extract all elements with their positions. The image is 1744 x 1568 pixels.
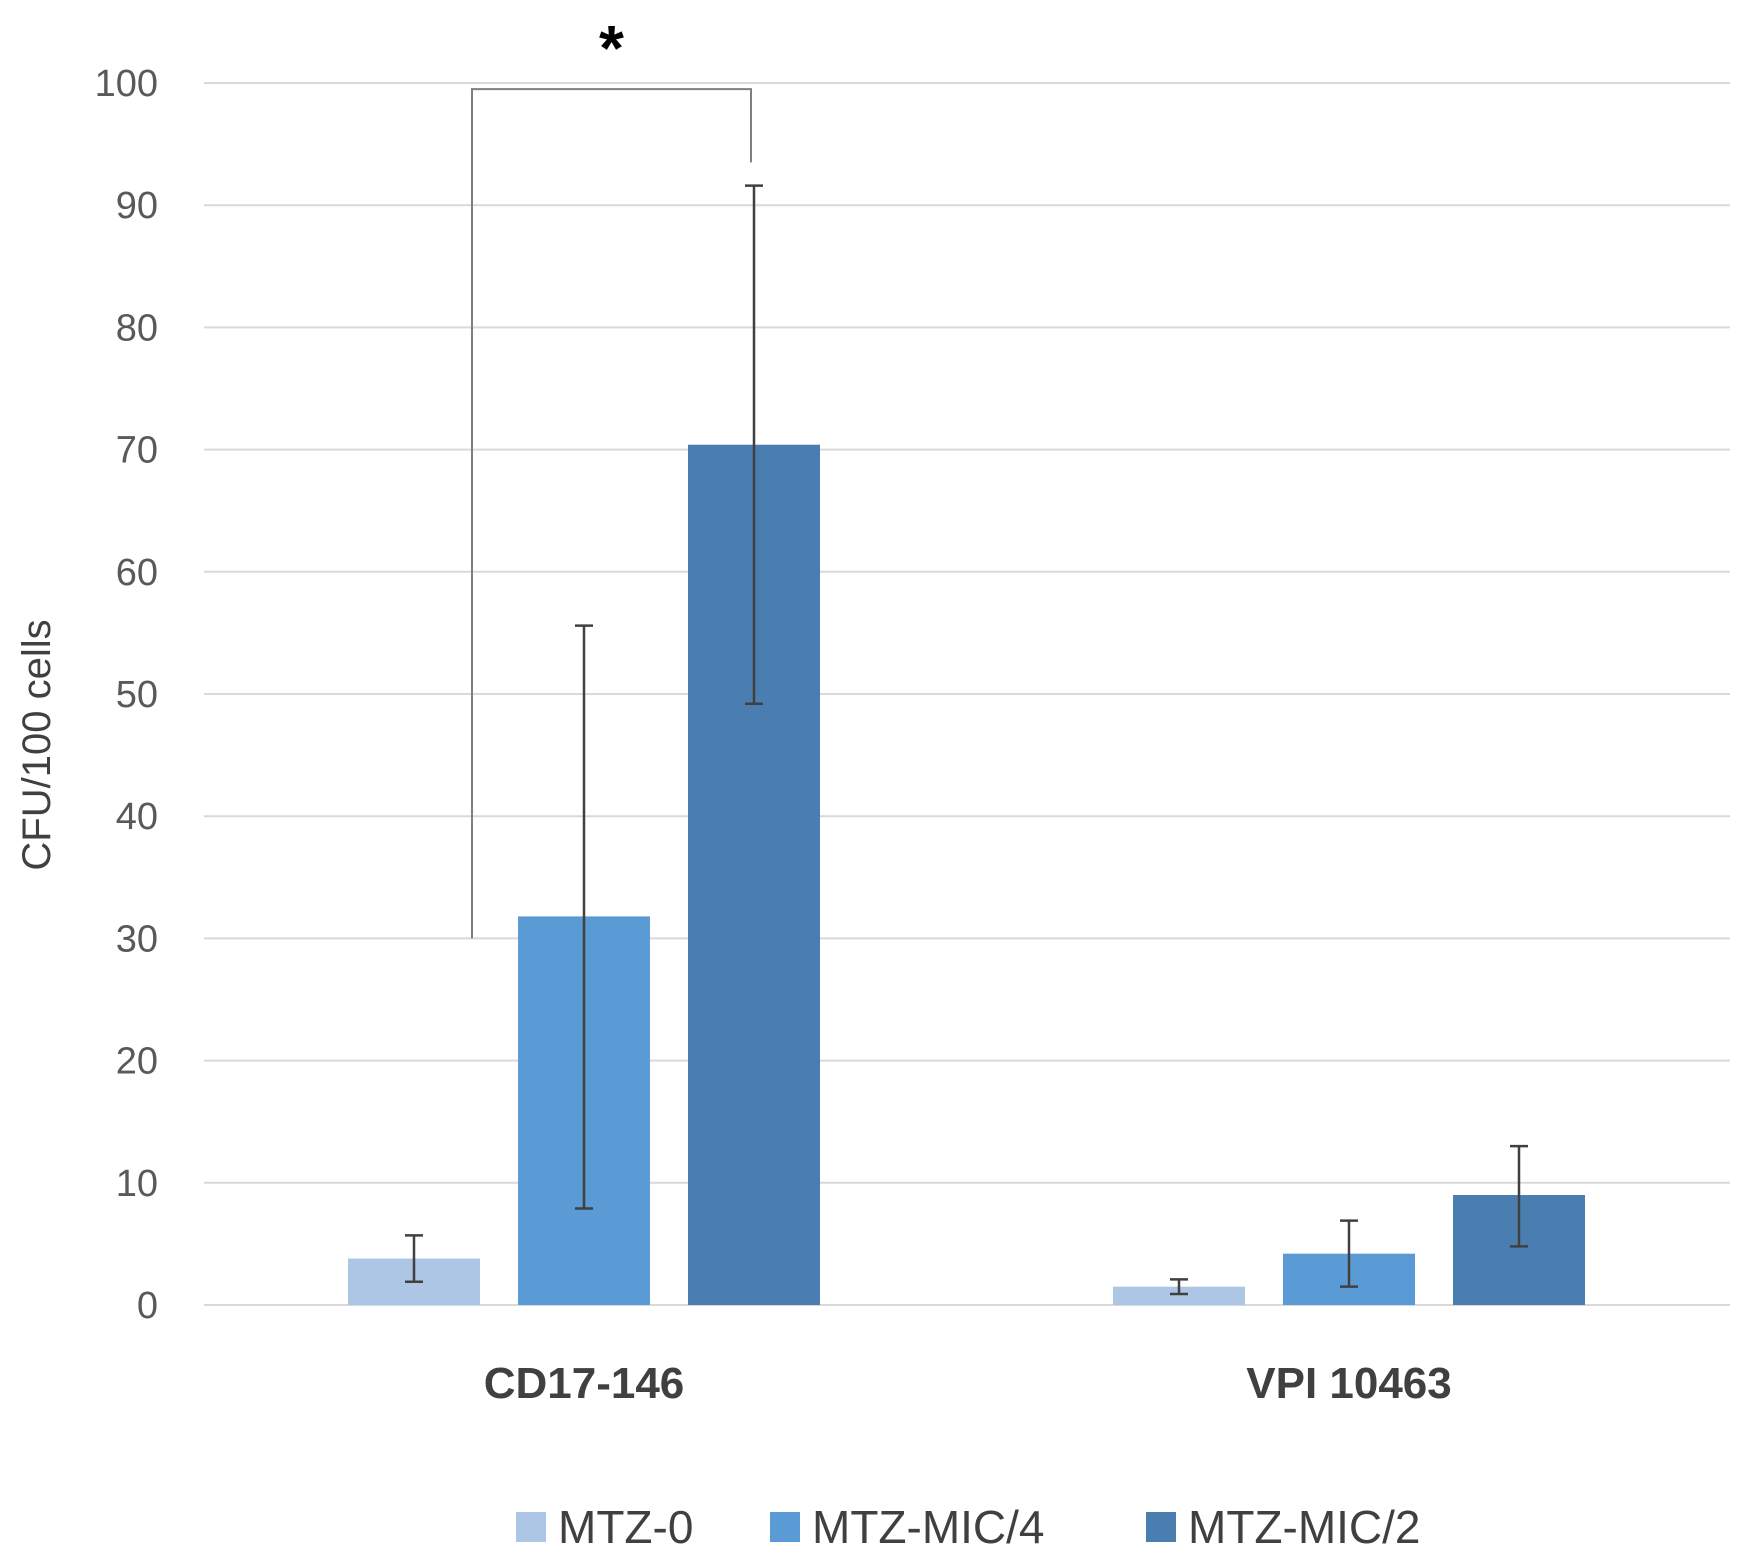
y-tick-label: 70 (116, 430, 158, 472)
error-bar (1510, 1144, 1528, 1248)
y-tick-label: 40 (116, 796, 158, 838)
legend-label: MTZ-0 (558, 1501, 693, 1553)
error-bar (405, 1234, 423, 1284)
y-tick-label: 90 (116, 185, 158, 227)
y-tick-label: 60 (116, 552, 158, 594)
category-labels: CD17-146 VPI 10463 (484, 1359, 1452, 1408)
bars (348, 444, 1585, 1305)
y-tick-label: 80 (116, 307, 158, 349)
y-tick-label: 50 (116, 674, 158, 716)
legend-swatch (770, 1512, 800, 1542)
legend-item: MTZ-0 (516, 1501, 693, 1553)
significance-label: * (599, 12, 624, 84)
legend-swatch (516, 1512, 546, 1542)
category-label: VPI 10463 (1246, 1359, 1452, 1408)
y-tick-label: 20 (116, 1041, 158, 1083)
y-tick-label: 10 (116, 1163, 158, 1205)
gridlines (204, 82, 1730, 1306)
y-tick-label: 100 (95, 63, 158, 105)
y-tick-label: 30 (116, 918, 158, 960)
legend-swatch (1146, 1512, 1176, 1542)
legend-item: MTZ-MIC/2 (1146, 1501, 1421, 1553)
error-bar (1340, 1219, 1358, 1288)
error-bar (575, 624, 593, 1210)
error-bar (1170, 1278, 1188, 1296)
y-tick-label: 0 (137, 1285, 158, 1327)
y-tick-labels: 0 10 20 30 40 50 60 70 80 90 100 (95, 63, 158, 1327)
annotations: * (471, 12, 752, 939)
legend-label: MTZ-MIC/2 (1188, 1501, 1421, 1553)
bar (1113, 1286, 1245, 1305)
error-bar (745, 184, 763, 706)
legend: MTZ-0 MTZ-MIC/4 MTZ-MIC/2 (516, 1501, 1421, 1553)
error-bars (405, 184, 1528, 1296)
legend-label: MTZ-MIC/4 (812, 1501, 1045, 1553)
legend-item: MTZ-MIC/4 (770, 1501, 1045, 1553)
y-axis-title: CFU/100 cells (15, 619, 59, 870)
significance-bracket (471, 88, 752, 939)
category-label: CD17-146 (484, 1359, 685, 1408)
